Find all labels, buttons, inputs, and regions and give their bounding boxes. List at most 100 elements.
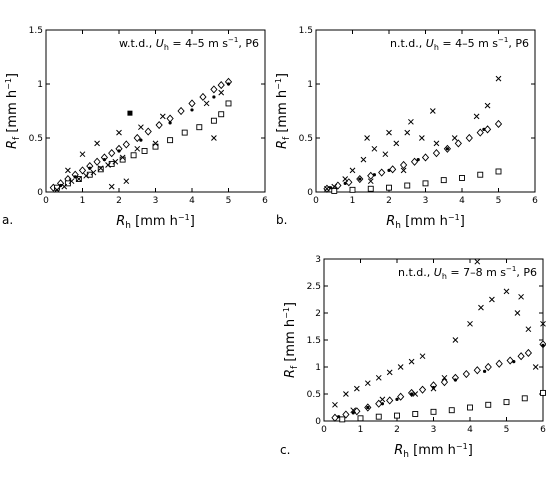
square-point	[349, 186, 356, 193]
y-tick-label: 1	[307, 80, 313, 90]
x-point	[342, 176, 349, 182]
diamond-point	[367, 171, 375, 180]
x-point	[379, 396, 386, 403]
diamond-point	[476, 128, 484, 137]
x-tick-label: 0	[313, 196, 319, 206]
y-tick-label: 2.5	[307, 282, 321, 292]
x-point	[429, 108, 436, 114]
x-point	[412, 391, 419, 397]
x-point	[90, 169, 97, 176]
x-tick-label: 3	[423, 196, 429, 206]
x-point	[159, 113, 166, 120]
dot-point	[387, 168, 391, 172]
diamond-point	[465, 133, 473, 143]
y-tick-label: 0	[37, 188, 43, 198]
x-point	[332, 401, 338, 408]
y-tick-label: 2	[315, 309, 321, 319]
dot-point	[168, 121, 172, 125]
square-point	[218, 111, 225, 118]
x-point	[404, 129, 411, 136]
diamond-point	[494, 119, 503, 129]
dot-point	[358, 177, 362, 181]
panel-annotation: n.t.d., Uh = 4–5 m s−1, P6	[390, 36, 529, 52]
y-tick-label: 1.5	[307, 336, 321, 346]
panel-label: b.	[276, 213, 287, 227]
y-axis-label: Rf [mm h−1]	[282, 302, 300, 378]
x-point	[105, 162, 111, 168]
square-point	[225, 100, 232, 107]
panel-annotation: w.t.d., Uh = 4–5 m s−1, P6	[119, 36, 259, 52]
plot-frame	[323, 258, 544, 422]
diamond-point	[217, 80, 225, 90]
square-point	[459, 175, 465, 181]
x-point	[408, 118, 414, 125]
y-tick-label: 0	[315, 417, 321, 427]
square-point	[485, 401, 492, 408]
x-point	[433, 140, 440, 147]
dot-point	[372, 173, 376, 177]
x-point	[350, 407, 357, 414]
diamond-point	[199, 92, 207, 102]
x-tick-label: 4	[467, 425, 473, 435]
square-point	[181, 129, 188, 136]
x-point	[349, 167, 356, 174]
x-point	[364, 380, 371, 387]
square-point	[130, 152, 137, 159]
y-axis-label: Rf [mm h−1]	[274, 73, 292, 149]
diamond-point	[108, 149, 116, 158]
square-point	[152, 143, 159, 150]
diamond-point	[440, 378, 449, 387]
diamond-point	[524, 348, 533, 358]
square-point	[440, 177, 447, 184]
diamond-point	[473, 366, 481, 375]
dot-point	[343, 181, 347, 185]
x-tick-label: 3	[153, 196, 159, 206]
square-point	[196, 124, 203, 131]
x-point	[495, 75, 502, 82]
diamond-point	[78, 166, 87, 175]
y-axis-label: Rf [mm h−1]	[4, 73, 22, 149]
y-tick-label: 1	[315, 363, 321, 373]
square-point	[367, 185, 374, 192]
x-point	[360, 156, 367, 163]
y-tick-label: 3	[315, 255, 321, 265]
x-point	[343, 391, 349, 397]
dot-point	[366, 405, 370, 410]
diamond-point	[462, 369, 470, 379]
dot-point	[337, 415, 341, 419]
x-tick-label: 4	[459, 196, 465, 206]
dot-point	[512, 360, 516, 364]
diamond-point	[122, 140, 130, 149]
x-point	[451, 135, 458, 141]
square-point	[404, 182, 411, 189]
diamond-point	[144, 127, 152, 136]
x-tick-label: 2	[386, 196, 392, 206]
diamond-point	[331, 413, 339, 422]
square-point	[448, 407, 455, 414]
square-point	[97, 166, 104, 173]
diamond-point	[410, 157, 419, 166]
x-axis-label: Rh [mm h−1]	[386, 213, 465, 231]
y-tick-label: 0.5	[29, 134, 43, 144]
x-point	[152, 140, 159, 147]
x-point	[108, 183, 115, 190]
x-tick-label: 5	[496, 196, 502, 206]
x-point	[371, 145, 378, 152]
dot-point	[102, 158, 106, 162]
x-point	[97, 165, 104, 172]
dot-point	[190, 108, 194, 112]
x-point	[382, 151, 389, 158]
x-tick-label: 2	[394, 425, 400, 435]
x-point	[518, 293, 524, 300]
x-point	[418, 135, 425, 141]
diamond-point	[454, 139, 462, 148]
x-point	[61, 183, 68, 190]
panel-label: a.	[2, 213, 13, 227]
dot-point	[541, 343, 545, 347]
x-point	[138, 124, 144, 131]
dot-point	[482, 127, 486, 131]
plot-frame	[45, 29, 266, 193]
square-point	[422, 180, 429, 187]
diamond-point	[517, 352, 525, 361]
